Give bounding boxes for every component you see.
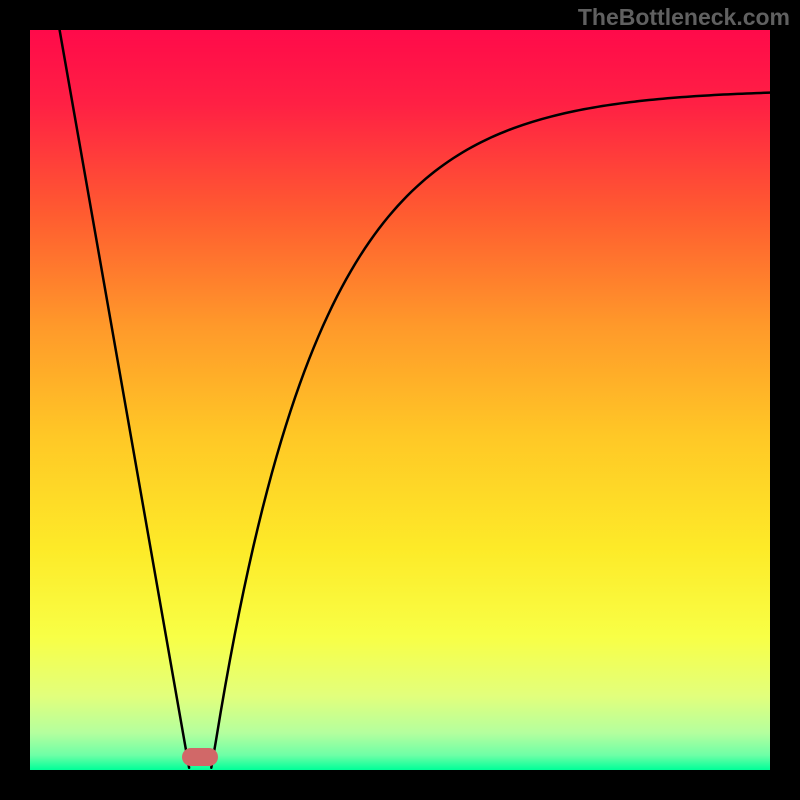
curve-svg bbox=[30, 30, 770, 770]
chart-container: TheBottleneck.com bbox=[0, 0, 800, 800]
curve-path bbox=[60, 30, 770, 768]
plot-area bbox=[30, 30, 770, 770]
watermark-text: TheBottleneck.com bbox=[578, 4, 790, 31]
minimum-marker bbox=[182, 748, 218, 766]
